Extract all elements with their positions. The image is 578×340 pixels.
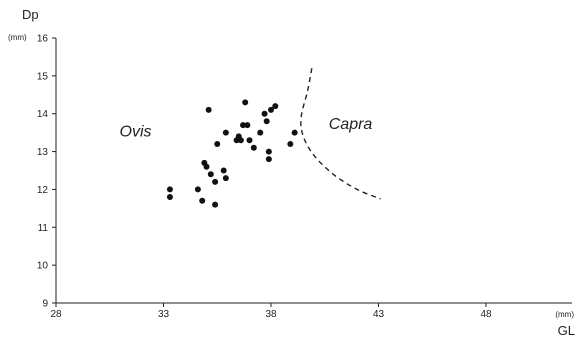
data-point [220, 167, 227, 174]
data-point [257, 129, 264, 136]
data-point [265, 148, 272, 155]
data-point [166, 186, 173, 193]
y-tick-label: 13 [37, 147, 49, 158]
data-point [250, 144, 257, 151]
x-tick-label: 28 [50, 309, 62, 320]
data-point [205, 106, 212, 113]
data-point [242, 99, 249, 106]
data-point [203, 163, 210, 170]
x-axis-unit: (mm) [555, 310, 574, 319]
region-label-ovis: Ovis [120, 123, 152, 140]
data-point [268, 106, 274, 113]
data-point [207, 171, 214, 178]
data-point [212, 178, 219, 185]
region-labels: Ovis Capra [120, 116, 373, 141]
data-points [166, 99, 298, 208]
data-point [291, 129, 298, 136]
data-point [246, 137, 253, 144]
y-axis-title: Dp [22, 7, 39, 22]
data-point [237, 137, 244, 144]
x-axis-title: GL [558, 323, 575, 338]
y-tick-label: 15 [37, 71, 49, 82]
data-point [222, 129, 229, 136]
x-tick-label: 48 [480, 309, 492, 320]
data-point [222, 175, 229, 182]
species-boundary-line [300, 68, 381, 200]
data-point [194, 186, 201, 193]
y-tick-label: 9 [42, 299, 48, 310]
y-axis-ticks: 9 10 11 12 13 14 15 16 [37, 34, 56, 310]
y-tick-label: 11 [38, 223, 49, 234]
data-point [199, 197, 206, 204]
x-tick-label: 33 [158, 309, 170, 320]
y-axis-unit: (mm) [8, 33, 27, 42]
data-point [166, 194, 173, 200]
data-point [287, 141, 294, 147]
data-point [263, 118, 270, 125]
x-tick-label: 43 [373, 309, 385, 320]
data-point [240, 122, 247, 129]
data-point [214, 141, 221, 147]
data-point [261, 110, 268, 117]
data-point [244, 122, 251, 129]
data-point [212, 201, 219, 208]
y-tick-label: 16 [37, 34, 49, 45]
data-point [265, 156, 272, 163]
x-axis-ticks: 28 33 38 43 48 [50, 303, 492, 320]
y-tick-label: 12 [37, 185, 49, 196]
y-tick-label: 14 [37, 109, 49, 120]
x-tick-label: 38 [265, 309, 277, 320]
y-tick-label: 10 [37, 261, 49, 272]
region-label-capra: Capra [329, 116, 373, 133]
data-point [272, 103, 279, 110]
